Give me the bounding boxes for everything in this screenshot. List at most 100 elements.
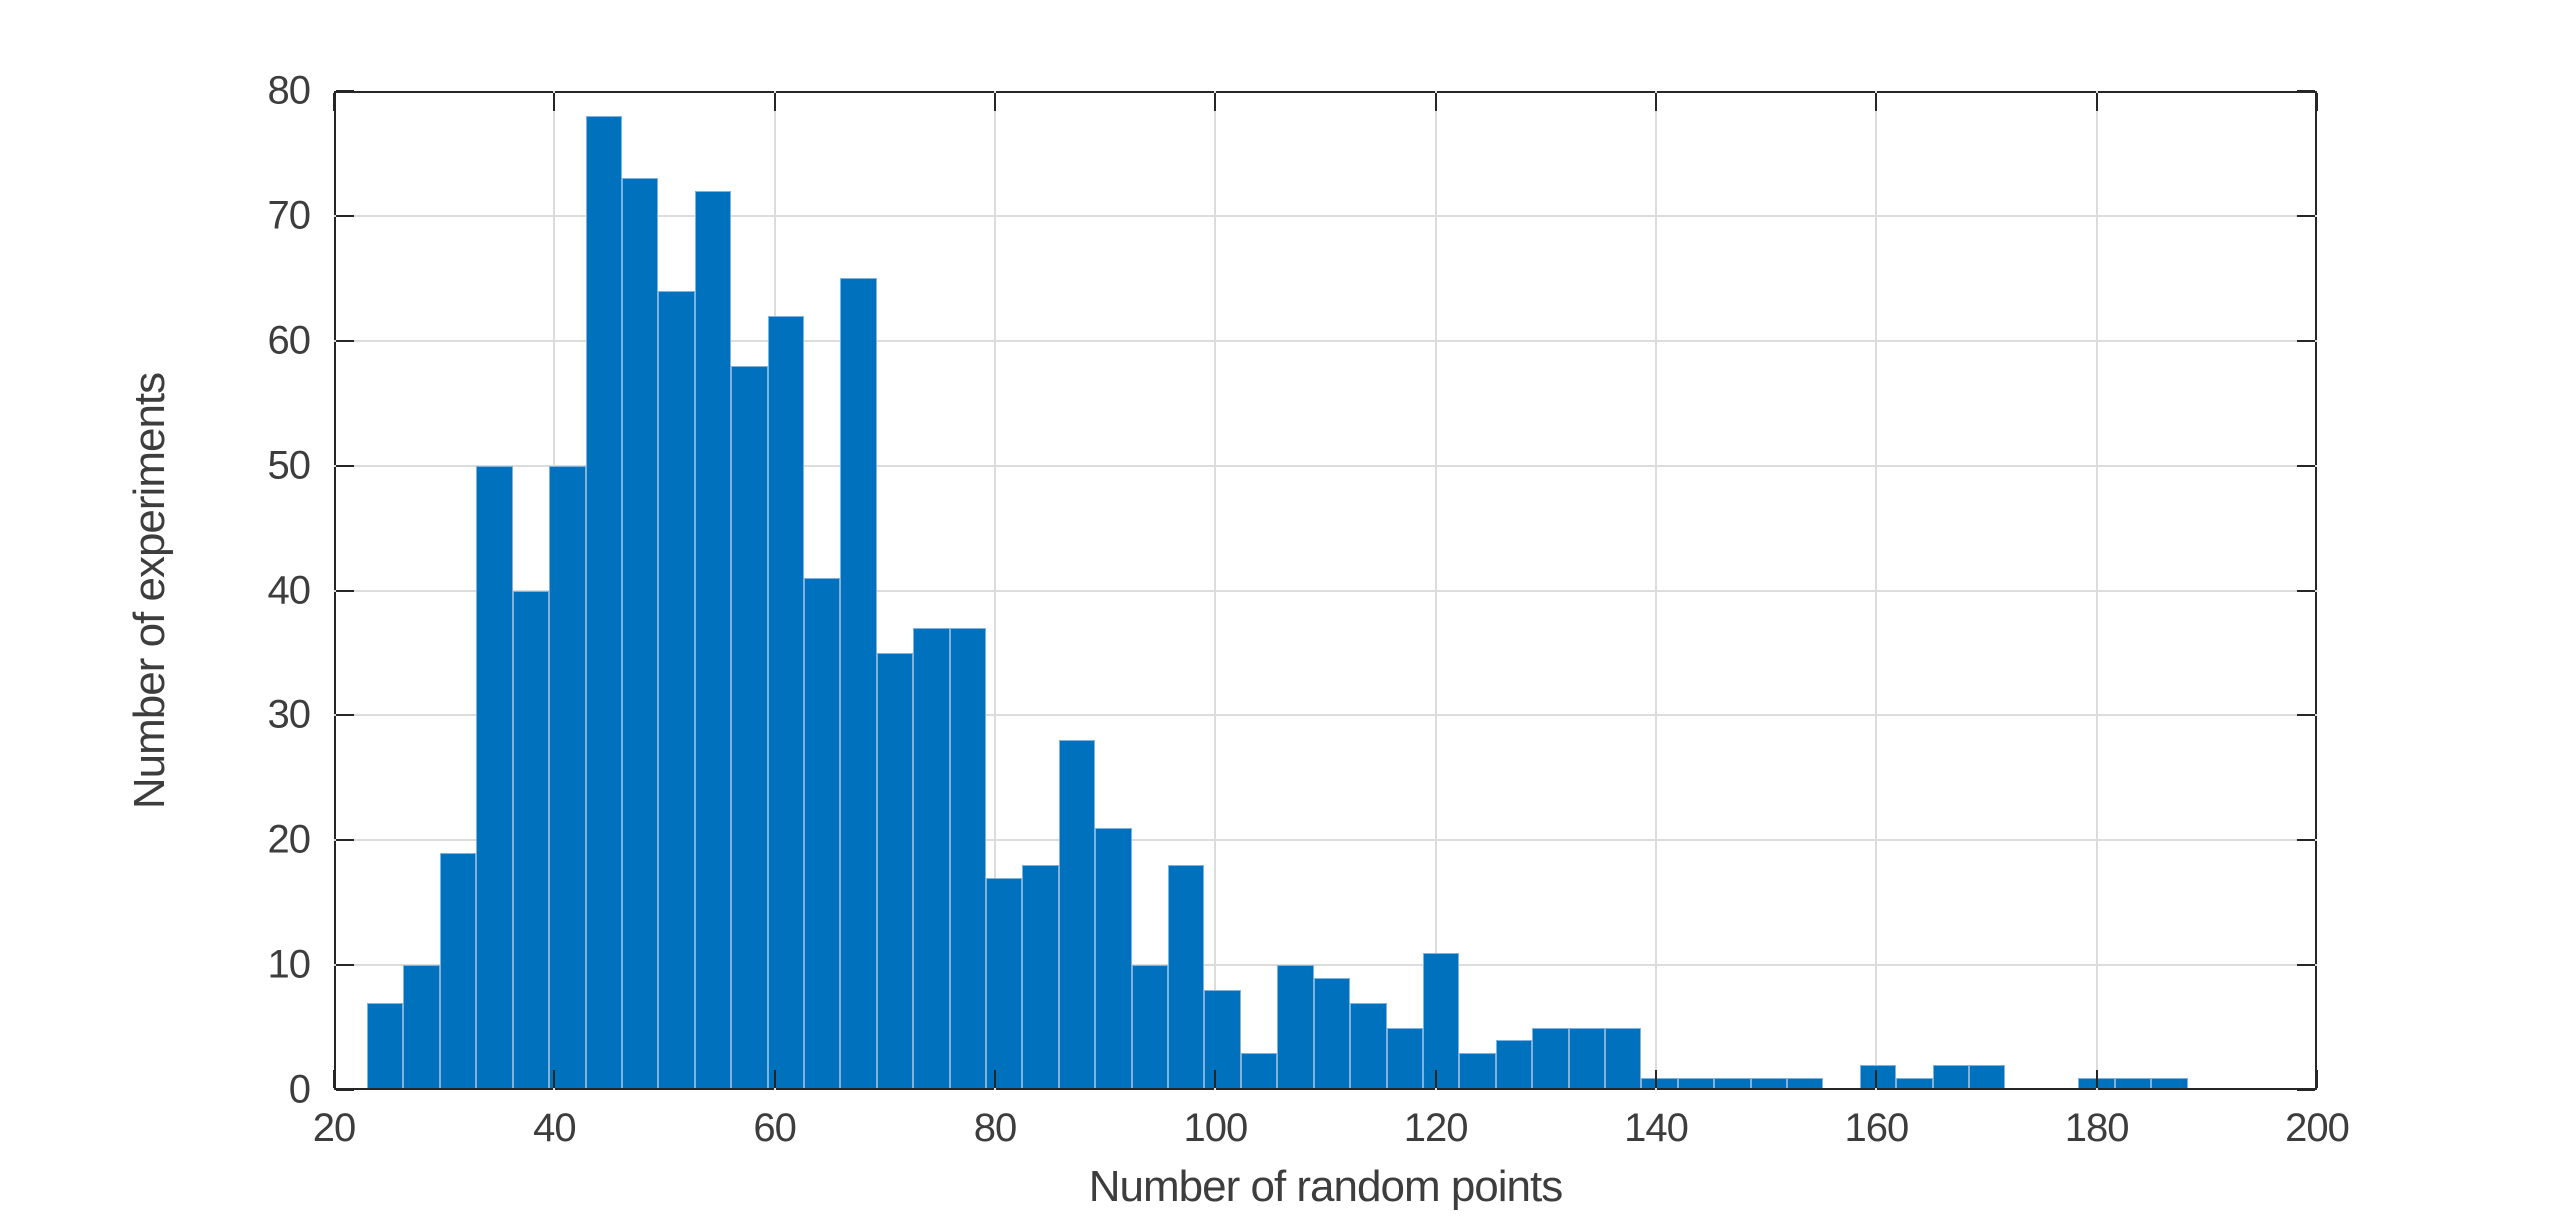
histogram-bar [1532, 1027, 1569, 1088]
x-tick-label: 40 [533, 1106, 576, 1150]
y-tick-mark-left [336, 464, 354, 467]
histogram-bar [1750, 1077, 1788, 1088]
y-tick-label: 30 [267, 692, 312, 737]
histogram-bar [585, 115, 622, 1088]
y-tick-mark-right [2297, 1089, 2315, 1091]
histogram-bar [439, 852, 477, 1088]
histogram-bar [1095, 827, 1132, 1088]
x-tick-label: 180 [2064, 1106, 2130, 1150]
y-tick-mark-right [2297, 589, 2315, 592]
histogram-bar [658, 290, 695, 1088]
horizontal-gridline [334, 839, 2317, 842]
x-tick-mark-bottom [773, 1070, 776, 1088]
x-tick-mark-top [333, 93, 335, 111]
x-tick-mark-top [1434, 93, 1437, 111]
histogram-bar [1459, 1052, 1496, 1088]
x-tick-label: 80 [973, 1106, 1017, 1150]
y-tick-mark-right [2297, 339, 2315, 342]
x-tick-mark-top [994, 93, 996, 111]
histogram-bar [767, 315, 804, 1088]
histogram-bar [1277, 965, 1314, 1088]
histogram-bar [1932, 1065, 1970, 1088]
x-tick-mark-bottom [1434, 1070, 1437, 1088]
histogram-bar [694, 190, 732, 1088]
histogram-bar [876, 652, 914, 1088]
histogram-bar [1350, 1002, 1387, 1088]
histogram-bar [476, 465, 513, 1088]
histogram-bar [1495, 1040, 1533, 1088]
histogram-bar [1422, 952, 1460, 1088]
y-tick-mark-left [336, 714, 354, 717]
y-tick-mark-right [2297, 90, 2315, 92]
histogram-bar [549, 465, 586, 1088]
x-tick-mark-top [553, 93, 556, 111]
histogram-bar [1313, 977, 1351, 1088]
y-tick-label: 0 [288, 1067, 311, 1112]
y-tick-mark-right [2297, 464, 2315, 467]
x-tick-mark-bottom [333, 1070, 335, 1088]
y-tick-label: 80 [267, 68, 312, 113]
histogram-bar [1568, 1027, 1605, 1088]
y-tick-label: 20 [267, 817, 312, 862]
histogram-bar [512, 590, 550, 1088]
histogram-bar [2114, 1077, 2152, 1088]
y-tick-mark-right [2297, 214, 2315, 217]
y-tick-label: 60 [267, 318, 312, 363]
histogram-bar [1168, 865, 1205, 1088]
horizontal-gridline [334, 339, 2317, 342]
histogram-bar [367, 1002, 404, 1088]
x-tick-mark-top [2316, 93, 2318, 111]
y-tick-mark-right [2297, 839, 2315, 842]
histogram-bar [986, 877, 1023, 1088]
x-tick-mark-top [1214, 93, 1217, 111]
histogram-bar [1969, 1065, 2006, 1088]
histogram-bar [1677, 1077, 1715, 1088]
histogram-bar [1204, 990, 1241, 1088]
x-tick-label: 20 [312, 1106, 356, 1150]
histogram-bar [621, 178, 659, 1088]
horizontal-gridline [334, 464, 2317, 467]
x-axis-label: Number of random points [1088, 1162, 1563, 1211]
x-tick-mark-bottom [2095, 1070, 2098, 1088]
histogram-bar [1022, 865, 1059, 1088]
histogram-bar [1896, 1077, 1933, 1088]
histogram-bar [1240, 1052, 1278, 1088]
y-tick-mark-left [336, 589, 354, 592]
x-tick-mark-top [1655, 93, 1657, 111]
y-tick-label: 50 [267, 443, 312, 488]
histogram-bar [803, 578, 841, 1088]
y-tick-mark-left [336, 839, 354, 842]
histogram-bar [731, 365, 768, 1088]
histogram-bar [1604, 1027, 1642, 1088]
histogram-bar [949, 627, 987, 1088]
x-tick-label: 60 [753, 1106, 796, 1150]
x-tick-mark-top [1875, 93, 1878, 111]
x-tick-mark-bottom [1875, 1070, 1878, 1088]
x-tick-mark-bottom [2316, 1070, 2318, 1088]
y-tick-label: 10 [267, 942, 312, 987]
histogram-bar [913, 627, 950, 1088]
histogram-bar [1787, 1077, 1824, 1088]
x-tick-label: 200 [2285, 1106, 2350, 1150]
y-tick-label: 70 [267, 193, 312, 238]
x-tick-label: 100 [1183, 1106, 1248, 1150]
x-tick-mark-bottom [1655, 1070, 1657, 1088]
x-tick-label: 140 [1624, 1106, 1689, 1150]
histogram-bar [403, 965, 440, 1088]
histogram-bar [1641, 1077, 1678, 1088]
x-tick-mark-bottom [994, 1070, 996, 1088]
horizontal-gridline [334, 214, 2317, 217]
histogram-bar [1714, 1077, 1751, 1088]
y-tick-mark-left [336, 1089, 354, 1091]
y-tick-mark-left [336, 90, 354, 92]
x-tick-mark-bottom [553, 1070, 556, 1088]
x-tick-mark-top [773, 93, 776, 111]
x-tick-mark-top [2095, 93, 2098, 111]
y-tick-mark-right [2297, 714, 2315, 717]
histogram-bar [1859, 1065, 1897, 1088]
y-tick-label: 40 [267, 568, 312, 612]
histogram-bar [2151, 1077, 2188, 1088]
y-tick-mark-left [336, 339, 354, 342]
x-tick-label: 160 [1844, 1106, 1909, 1150]
